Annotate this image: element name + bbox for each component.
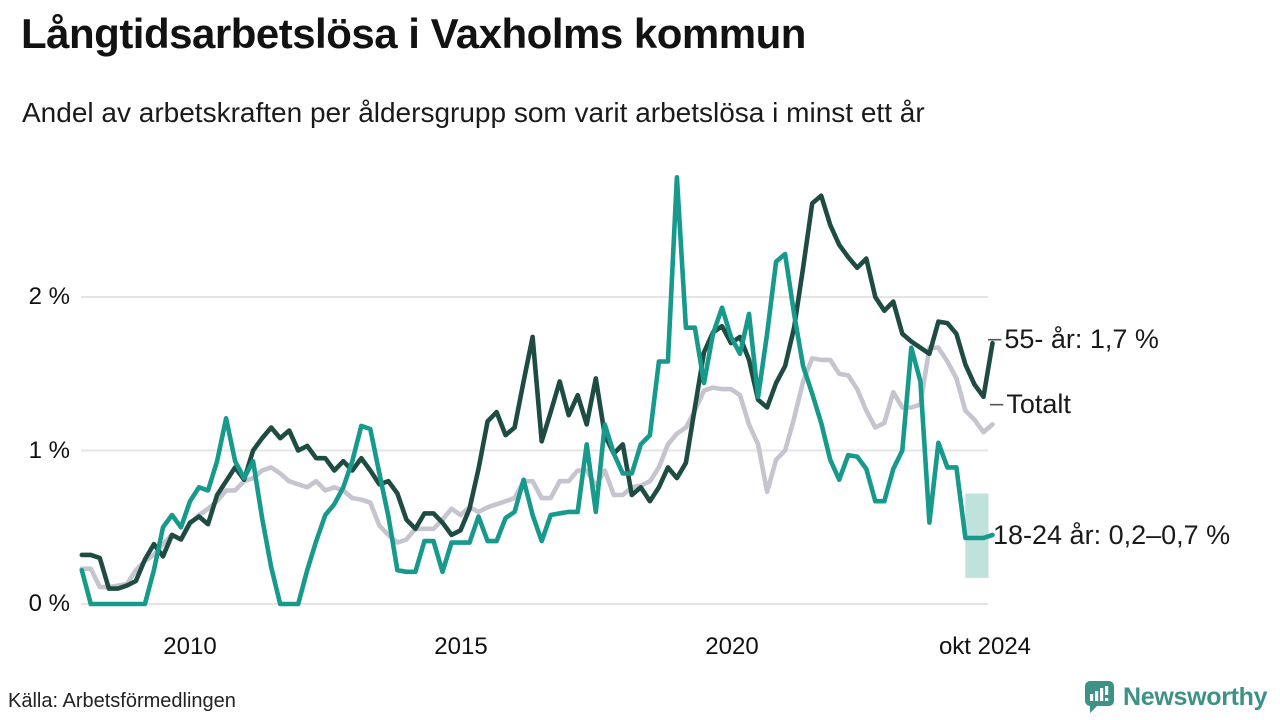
newsworthy-logo: Newsworthy [1083,680,1268,714]
newsworthy-logo-text: Newsworthy [1123,682,1268,711]
series-line-totalt [79,345,995,590]
annotation-series-total-label: Totalt [1006,389,1071,419]
series-line-18-24-r [79,175,995,607]
x-axis-label-2015: 2015 [434,633,488,660]
annotation-series-55-label: 55- år: 1,7 % [1004,324,1159,354]
logo-bar-short [1090,694,1094,701]
y-axis-label-1pct: 1 % [28,437,70,464]
uncertainty-band-18-24 [965,493,989,578]
series-line-55-r [79,193,995,591]
annotation-connector-dash: – [988,325,1002,352]
x-axis-label-2010: 2010 [163,633,217,660]
annotation-series-55: –55- år: 1,7 % [988,324,1159,355]
annotation-series-18-24-label: 18-24 år: 0,2–0,7 % [993,520,1231,550]
y-axis-label-2pct: 2 % [28,283,70,310]
annotation-series-total: – Totalt [990,389,1071,420]
newsworthy-logo-icon [1085,681,1114,713]
logo-exclamation-bar [1105,686,1109,695]
page-subtitle: Andel av arbetskraften per åldersgrupp s… [22,97,925,128]
x-axis-label-okt-2024: okt 2024 [938,633,1032,660]
logo-bar-medium [1095,691,1099,701]
annotation-series-18-24: 18-24 år: 0,2–0,7 % [993,520,1230,551]
x-axis-label-2020: 2020 [705,633,759,660]
y-axis-label-0pct: 0 % [28,590,70,617]
source-note: Källa: Arbetsförmedlingen [8,690,236,712]
logo-exclamation-dot [1105,698,1109,701]
page-title: Långtidsarbetslösa i Vaxholms kommun [21,10,806,57]
logo-bar-tall [1100,688,1104,701]
annotation-connector-dash: – [990,390,1004,417]
